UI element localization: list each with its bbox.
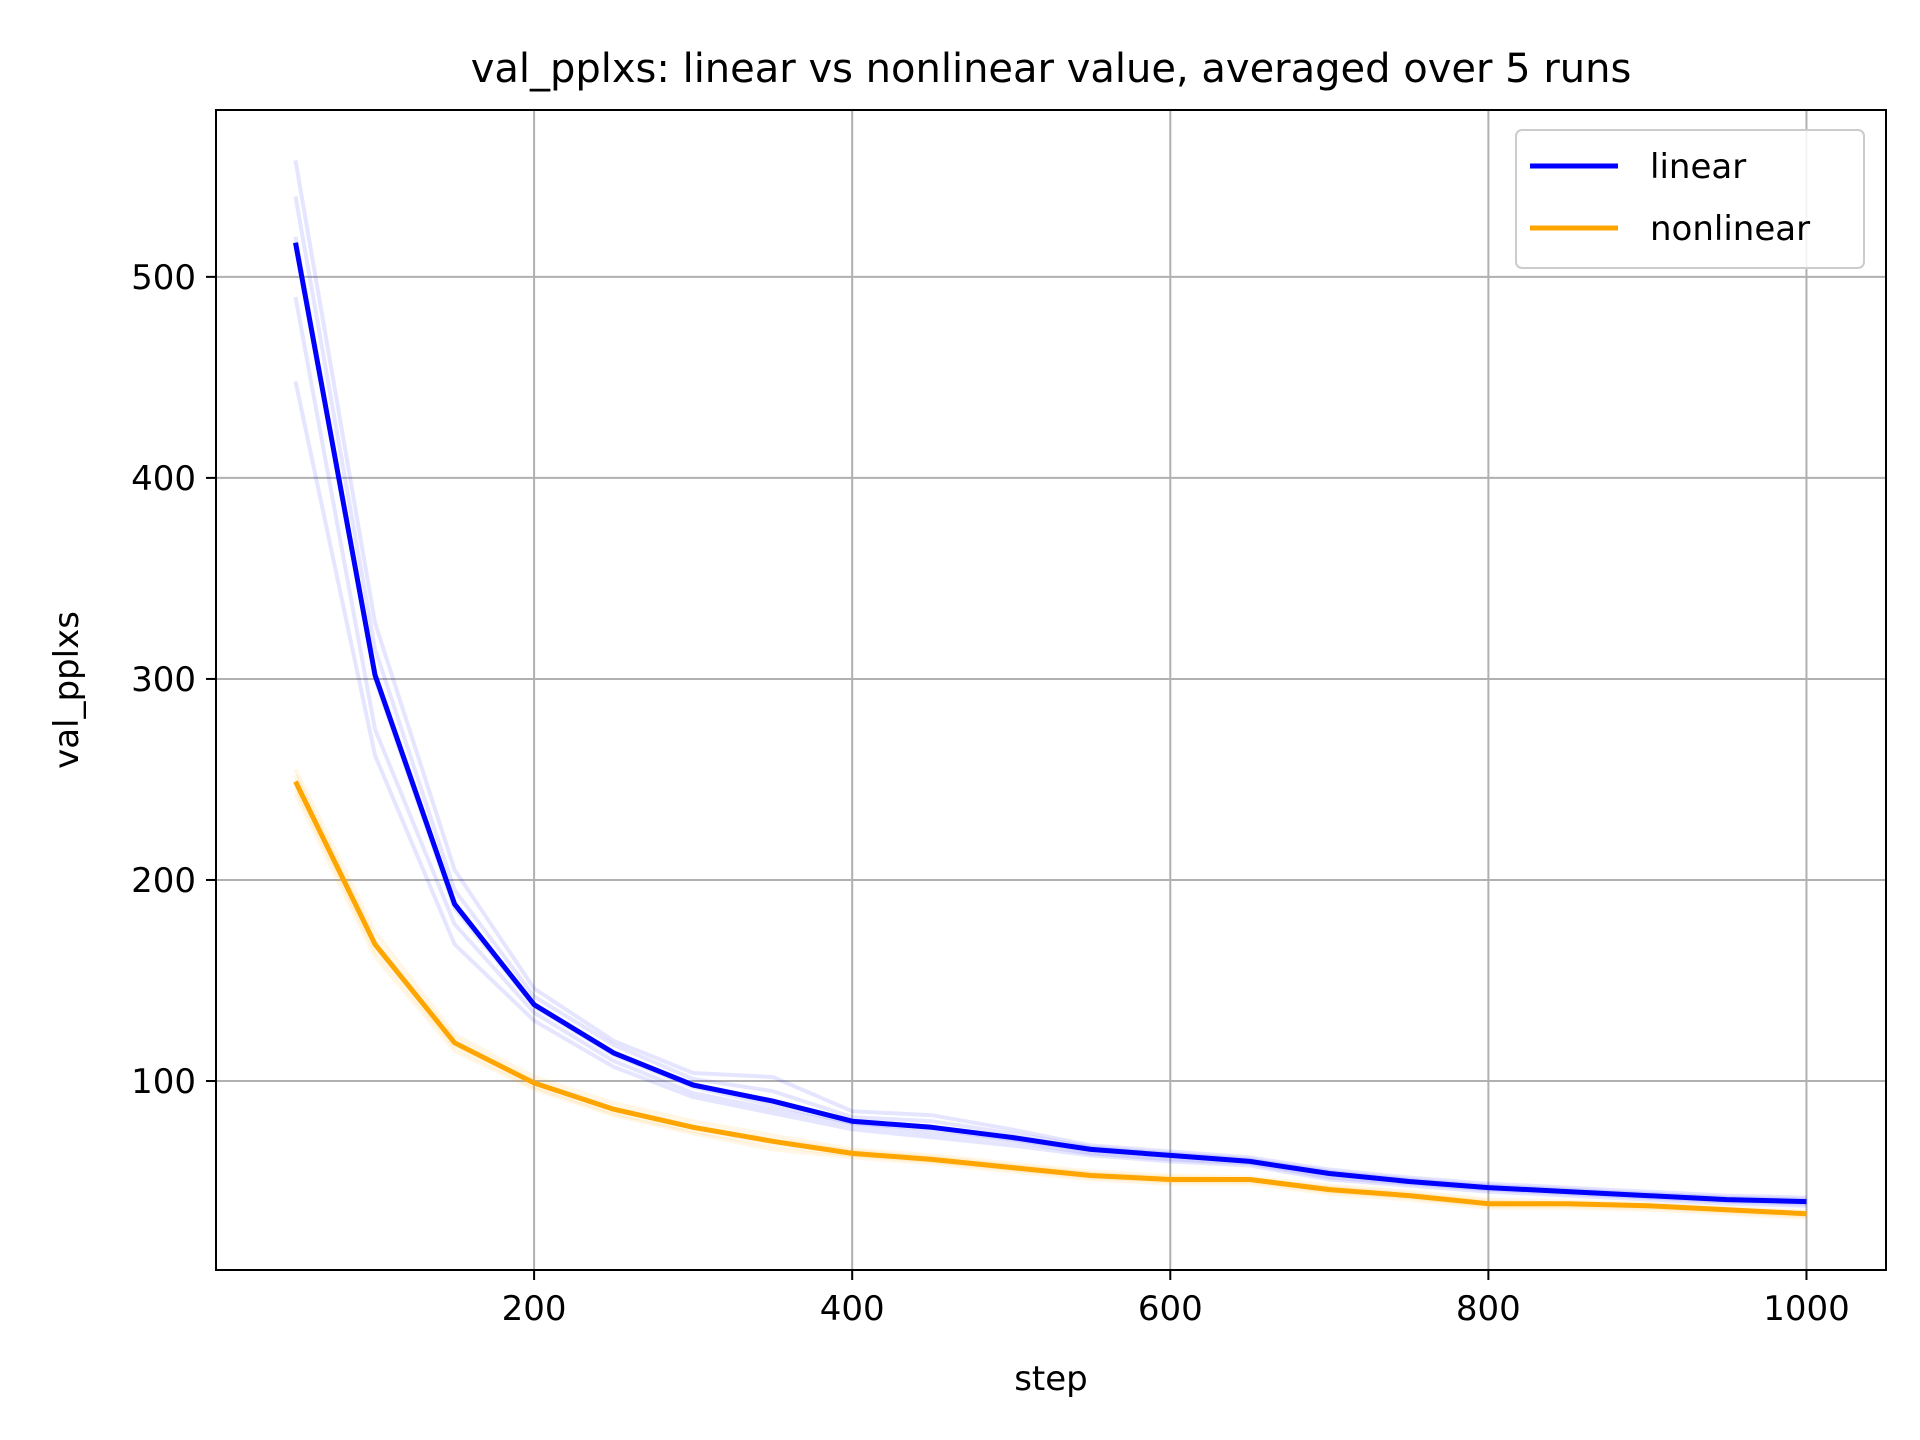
run-line-nonlinear xyxy=(293,792,1807,1220)
plot-frame xyxy=(215,109,1887,1271)
legend-label-nonlinear: nonlinear xyxy=(1650,209,1810,249)
x-tick-label: 400 xyxy=(820,1289,885,1329)
series-line-nonlinear xyxy=(293,780,1807,1217)
grid xyxy=(216,110,1886,1270)
x-axis-label: step xyxy=(1014,1359,1088,1399)
y-tick-label: 500 xyxy=(131,258,196,298)
y-tick-label: 200 xyxy=(131,861,196,901)
legend-label-linear: linear xyxy=(1650,147,1746,187)
x-tick-label: 1000 xyxy=(1763,1289,1850,1329)
y-axis-label: val_pplxs xyxy=(47,611,87,769)
chart-title: val_pplxs: linear vs nonlinear value, av… xyxy=(471,46,1632,92)
series-line-linear xyxy=(293,242,1807,1205)
y-tick-label: 300 xyxy=(131,660,196,700)
y-tick-label: 400 xyxy=(131,459,196,499)
axis-ticks: 200 400 600 800 1000 100 200 300 400 500 xyxy=(131,258,1850,1329)
x-tick-label: 600 xyxy=(1138,1289,1203,1329)
run-line-linear xyxy=(293,380,1807,1208)
x-tick-label: 200 xyxy=(502,1289,567,1329)
y-tick-label: 100 xyxy=(131,1062,196,1102)
legend: linear nonlinear xyxy=(1515,129,1865,269)
x-tick-label: 800 xyxy=(1456,1289,1521,1329)
run-line-linear xyxy=(293,159,1807,1200)
mean-series xyxy=(293,242,1807,1217)
